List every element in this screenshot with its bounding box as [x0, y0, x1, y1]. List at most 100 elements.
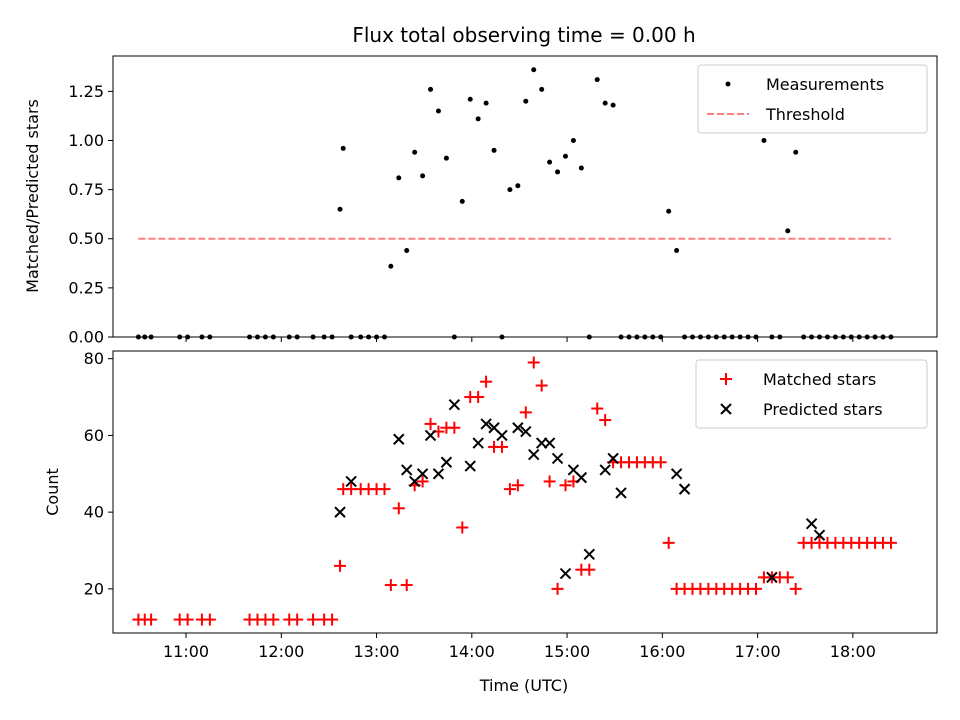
measurement-point — [475, 116, 481, 122]
matched-stars-point — [416, 475, 429, 488]
legend-predicted-marker — [720, 403, 732, 415]
matched-stars-point — [559, 479, 572, 492]
matched-stars-point — [392, 502, 405, 515]
measurement-point — [666, 208, 672, 214]
predicted-stars-point — [401, 464, 413, 476]
matched-stars-point — [424, 417, 437, 430]
predicted-stars-point — [615, 487, 627, 499]
y-tick-label: 0.50 — [68, 229, 104, 248]
matched-stars-point — [781, 571, 794, 584]
y-tick-label: 60 — [84, 426, 104, 445]
measurement-point — [467, 96, 473, 102]
predicted-stars-point — [813, 529, 826, 541]
x-tick-label: 11:00 — [163, 642, 209, 661]
matched-stars-point — [145, 613, 158, 626]
matched-stars-point — [307, 613, 320, 626]
measurement-point — [555, 169, 561, 175]
ratio-x-axis-ticks — [185, 337, 854, 342]
measurement-point — [539, 86, 545, 92]
ratio-panel: 0.00 0.25 0.50 0.75 1.00 1.25 Matched/Predict… — [23, 55, 938, 347]
measurement-point — [396, 175, 402, 181]
legend-measurements-label: Measurements — [766, 75, 884, 94]
matched-stars-point — [267, 613, 280, 626]
measurement-point — [483, 100, 489, 106]
measurement-point — [404, 248, 410, 254]
predicted-stars-point — [472, 437, 484, 449]
ratio-y-axis-label: Matched/Predicted stars — [23, 99, 42, 293]
measurement-point — [674, 248, 680, 254]
y-tick-label: 80 — [84, 349, 104, 368]
measurement-point — [793, 149, 799, 155]
predicted-stars-point — [448, 399, 461, 411]
measurement-point — [570, 137, 576, 143]
predicted-stars-point — [345, 475, 357, 488]
matched-stars-point — [789, 582, 802, 595]
count-x-axis-ticks: 11:00 12:00 13:00 14:00 15:00 16:00 17:00 18:00 — [163, 633, 876, 661]
measurement-point — [602, 100, 608, 106]
matched-stars-point — [591, 402, 604, 415]
matched-stars-point — [495, 440, 508, 453]
count-x-axis-label: Time (UTC) — [479, 676, 568, 695]
matched-stars-point — [583, 563, 596, 576]
measurement-point — [594, 77, 600, 83]
count-marks — [132, 356, 897, 626]
predicted-stars-point — [520, 425, 532, 438]
predicted-stars-point — [432, 468, 445, 480]
matched-stars-point — [535, 379, 548, 392]
measurement-point — [491, 147, 497, 153]
predicted-stars-point — [496, 429, 508, 442]
measurement-point — [562, 153, 568, 159]
matched-stars-point — [480, 375, 493, 388]
count-legend-box — [695, 359, 928, 429]
ratio-plot-frame — [112, 55, 938, 338]
ratio-legend: Measurements Threshold — [697, 64, 928, 134]
legend-matched-label: Matched stars — [763, 370, 876, 389]
matched-stars-point — [543, 475, 556, 488]
count-y-axis-label: Count — [43, 468, 62, 516]
measurement-point — [531, 67, 537, 73]
x-tick-label: 17:00 — [735, 642, 781, 661]
measurement-point — [515, 183, 521, 189]
measurement-point — [337, 206, 343, 212]
measurement-point — [547, 159, 553, 165]
predicted-stars-point — [424, 429, 437, 442]
measurement-point — [428, 86, 434, 92]
measurement-point — [610, 102, 616, 108]
measurement-point — [412, 149, 418, 155]
measurement-point — [761, 137, 767, 143]
legend-matched-marker — [720, 373, 732, 385]
ratio-marks — [135, 67, 894, 340]
predicted-stars-point — [416, 468, 429, 480]
measurement-point — [340, 145, 346, 151]
y-tick-label: 0.25 — [68, 278, 104, 297]
predicted-stars-point — [575, 471, 588, 484]
x-tick-label: 13:00 — [353, 642, 399, 661]
predicted-stars-point — [805, 517, 818, 530]
measurement-point — [388, 263, 394, 269]
count-legend: Matched stars Predicted stars — [695, 359, 928, 429]
matched-stars-point — [181, 613, 194, 626]
matched-stars-point — [511, 479, 524, 492]
predicted-stars-point — [551, 452, 564, 465]
matched-stars-point — [527, 356, 540, 369]
predicted-stars-point — [440, 456, 453, 468]
measurement-point — [459, 198, 465, 204]
measurement-point — [435, 108, 441, 114]
predicted-stars-point — [559, 567, 572, 580]
predicted-stars-point — [543, 437, 556, 449]
predicted-stars-point — [670, 468, 683, 480]
matched-stars-point — [203, 613, 216, 626]
predicted-stars-point — [334, 506, 346, 518]
matched-stars-point — [519, 406, 532, 419]
matched-stars-point — [384, 579, 397, 592]
chart-title: Flux total observing time = 0.00 h — [352, 23, 695, 47]
y-tick-label: 0.75 — [68, 180, 104, 199]
y-tick-label: 40 — [84, 503, 104, 522]
x-tick-label: 14:00 — [449, 642, 495, 661]
y-tick-label: 0.00 — [68, 328, 104, 347]
legend-measurements-marker — [725, 81, 731, 87]
predicted-stars-point — [480, 418, 492, 430]
measurement-point — [507, 187, 513, 193]
predicted-stars-point — [464, 460, 476, 472]
predicted-stars-point — [678, 483, 691, 495]
